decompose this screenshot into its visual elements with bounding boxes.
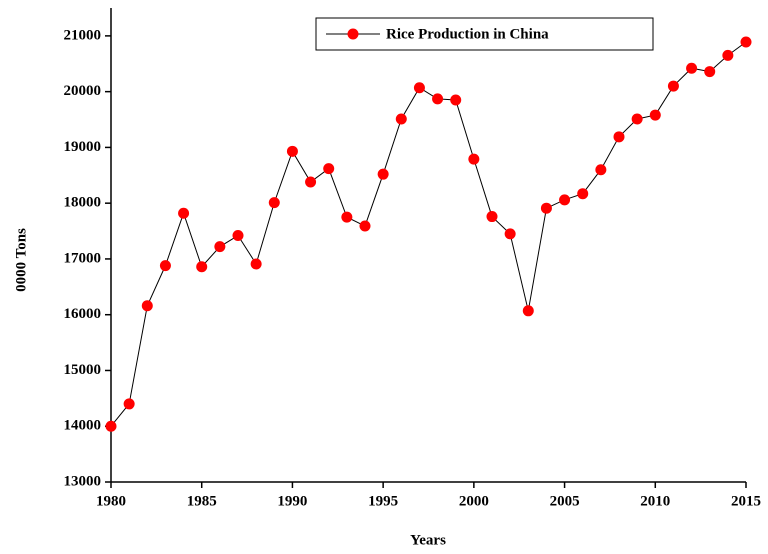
x-tick-label: 1985 bbox=[187, 493, 217, 509]
data-point bbox=[577, 188, 589, 200]
data-point bbox=[377, 168, 389, 180]
data-point bbox=[667, 80, 679, 92]
data-point bbox=[540, 202, 552, 214]
data-point bbox=[413, 82, 425, 94]
data-point bbox=[595, 164, 607, 176]
data-point bbox=[559, 194, 571, 206]
x-tick-label: 2010 bbox=[640, 493, 670, 509]
x-tick-label: 2015 bbox=[731, 493, 761, 509]
data-point bbox=[722, 49, 734, 61]
legend-label: Rice Production in China bbox=[386, 26, 549, 42]
data-point bbox=[432, 93, 444, 105]
data-point bbox=[178, 207, 190, 219]
y-tick-label: 21000 bbox=[64, 27, 102, 43]
data-point bbox=[159, 260, 171, 272]
data-point bbox=[649, 109, 661, 121]
x-tick-label: 2005 bbox=[550, 493, 580, 509]
data-point bbox=[232, 230, 244, 242]
data-point bbox=[486, 211, 498, 223]
data-point bbox=[141, 300, 153, 312]
x-tick-label: 1980 bbox=[96, 493, 126, 509]
data-point bbox=[341, 211, 353, 223]
data-point bbox=[323, 163, 335, 175]
data-point bbox=[522, 305, 534, 317]
data-point bbox=[395, 113, 407, 125]
series-line bbox=[110, 41, 747, 427]
data-point bbox=[123, 398, 135, 410]
data-point bbox=[286, 145, 298, 157]
data-point bbox=[468, 153, 480, 165]
x-tick-label: 1990 bbox=[277, 493, 307, 509]
y-axis-label: 0000 Tons bbox=[13, 228, 29, 292]
y-tick-label: 14000 bbox=[64, 418, 102, 434]
x-tick-label: 2000 bbox=[459, 493, 489, 509]
x-tick-label: 1995 bbox=[368, 493, 398, 509]
data-point bbox=[268, 197, 280, 209]
data-point bbox=[196, 261, 208, 273]
y-tick-label: 13000 bbox=[64, 473, 102, 489]
data-point bbox=[305, 176, 317, 188]
data-point bbox=[631, 113, 643, 125]
data-point bbox=[504, 228, 516, 240]
y-tick-label: 15000 bbox=[64, 362, 102, 378]
data-point bbox=[740, 36, 752, 48]
data-point bbox=[613, 131, 625, 143]
data-point bbox=[704, 66, 716, 78]
y-tick-label: 17000 bbox=[64, 250, 102, 266]
legend-marker bbox=[347, 28, 359, 40]
data-point bbox=[105, 420, 117, 432]
x-axis-label: Years bbox=[410, 532, 446, 548]
data-point bbox=[359, 220, 371, 232]
data-point bbox=[214, 241, 226, 253]
data-point bbox=[450, 94, 462, 106]
data-point bbox=[250, 258, 262, 270]
y-tick-label: 19000 bbox=[64, 139, 102, 155]
data-point bbox=[686, 62, 698, 74]
y-tick-label: 18000 bbox=[64, 195, 102, 211]
y-tick-label: 20000 bbox=[64, 83, 102, 99]
y-tick-label: 16000 bbox=[64, 306, 102, 322]
